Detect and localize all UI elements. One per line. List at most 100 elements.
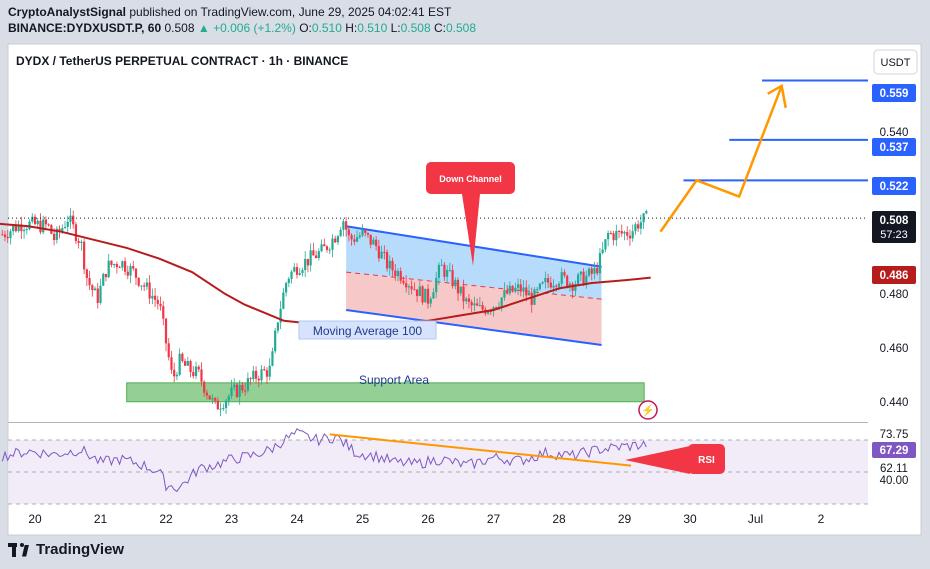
last-price-tag [872,211,916,243]
candle-body [181,353,184,362]
target-level-lines [8,79,868,219]
candle-body [405,283,408,288]
candle-body [194,366,198,377]
candle-body [511,285,514,292]
time-tick-label: 29 [618,512,632,526]
time-tick-label: 25 [356,512,370,526]
candle-body [99,285,102,303]
candle-body [328,249,331,251]
candle-body [607,233,610,240]
candle-body [552,285,555,288]
currency-button[interactable] [873,49,918,75]
candle-body [83,241,86,270]
candle-body [497,306,501,308]
high-label: H: [345,21,358,35]
candle-body [238,384,241,397]
close-label: C: [434,21,446,35]
candle-body [74,224,78,242]
tradingview-brand[interactable]: TradingView [8,541,124,558]
candle-body [279,308,282,323]
candle-body [284,282,288,293]
candle-body [626,231,629,236]
candle-body [549,282,552,288]
candle-body [519,284,522,292]
candle-body [69,215,72,222]
candle-body [164,318,168,344]
candle-body [306,258,310,266]
rsi-tick-73: 73.75 [880,429,909,441]
candle-body [148,282,151,299]
candle-body [293,267,296,272]
candle-body [615,230,618,241]
candle-body [402,280,405,284]
candle-body [413,289,416,291]
candle-body [271,351,274,366]
symbol-info: BINANCE:DYDXUSDT.P, 60 [8,21,162,35]
candle-body [555,285,558,287]
candle-body [456,279,460,294]
candle-body [107,260,110,278]
candle-body [227,396,230,401]
candle-body [184,361,187,366]
candle-body [508,285,511,294]
candle-body [486,310,490,314]
rsi-line [1,427,647,493]
candle-body [440,264,443,266]
candle-body [47,224,50,226]
candle-body [295,267,299,275]
candle-body [623,231,626,234]
candle-body [331,238,334,250]
currency-label[interactable]: USDT [881,57,911,69]
candle-body [383,251,386,253]
candle-body [325,246,329,250]
channel-mid-line [346,271,602,300]
author-name[interactable]: CryptoAnalystSignal [8,5,127,19]
candle-body [574,283,577,291]
candle-body [563,272,566,276]
candle-body [143,285,146,287]
candle-body [9,231,12,239]
candle-body [568,283,572,288]
candle-body [506,290,509,294]
candle-body [628,235,632,239]
candle-body [298,273,301,275]
candle-body [407,286,410,288]
candle-body [465,298,468,302]
lightning-icon[interactable] [638,400,658,420]
candle-body [609,233,612,235]
candle-body [642,213,645,223]
candle-body [145,282,148,287]
candle-body [260,369,263,381]
candle-body [25,229,28,231]
price-tag-522-text: 0.522 [880,181,909,193]
candle-body [1,234,4,236]
candle-body [462,286,465,302]
candle-body [530,292,533,305]
candle-body [579,271,582,275]
candle-body [159,303,162,307]
candle-body [617,230,621,232]
candle-body [104,273,108,278]
last-price-text: 0.508 [164,21,195,35]
candle-body [265,370,269,377]
candle-body [336,236,340,243]
candle-body [121,261,124,268]
candle-body [500,297,503,307]
tradingview-logo-icon [8,542,30,557]
last-price-tag-text: 0.508 [880,215,909,227]
candle-body [435,277,438,293]
publish-date: published on TradingView.com, June 29, 2… [129,5,452,19]
candle-body [63,226,67,228]
candle-body [380,251,383,259]
candle-body [88,278,91,286]
candle-body [388,260,391,269]
candle-body [72,215,75,225]
price-pane[interactable] [8,44,868,422]
candle-body [443,264,446,277]
candle-body [156,299,159,304]
candle-body [287,278,290,283]
candle-body [516,284,520,288]
rsi-callout [688,444,725,474]
candle-body [339,229,342,237]
